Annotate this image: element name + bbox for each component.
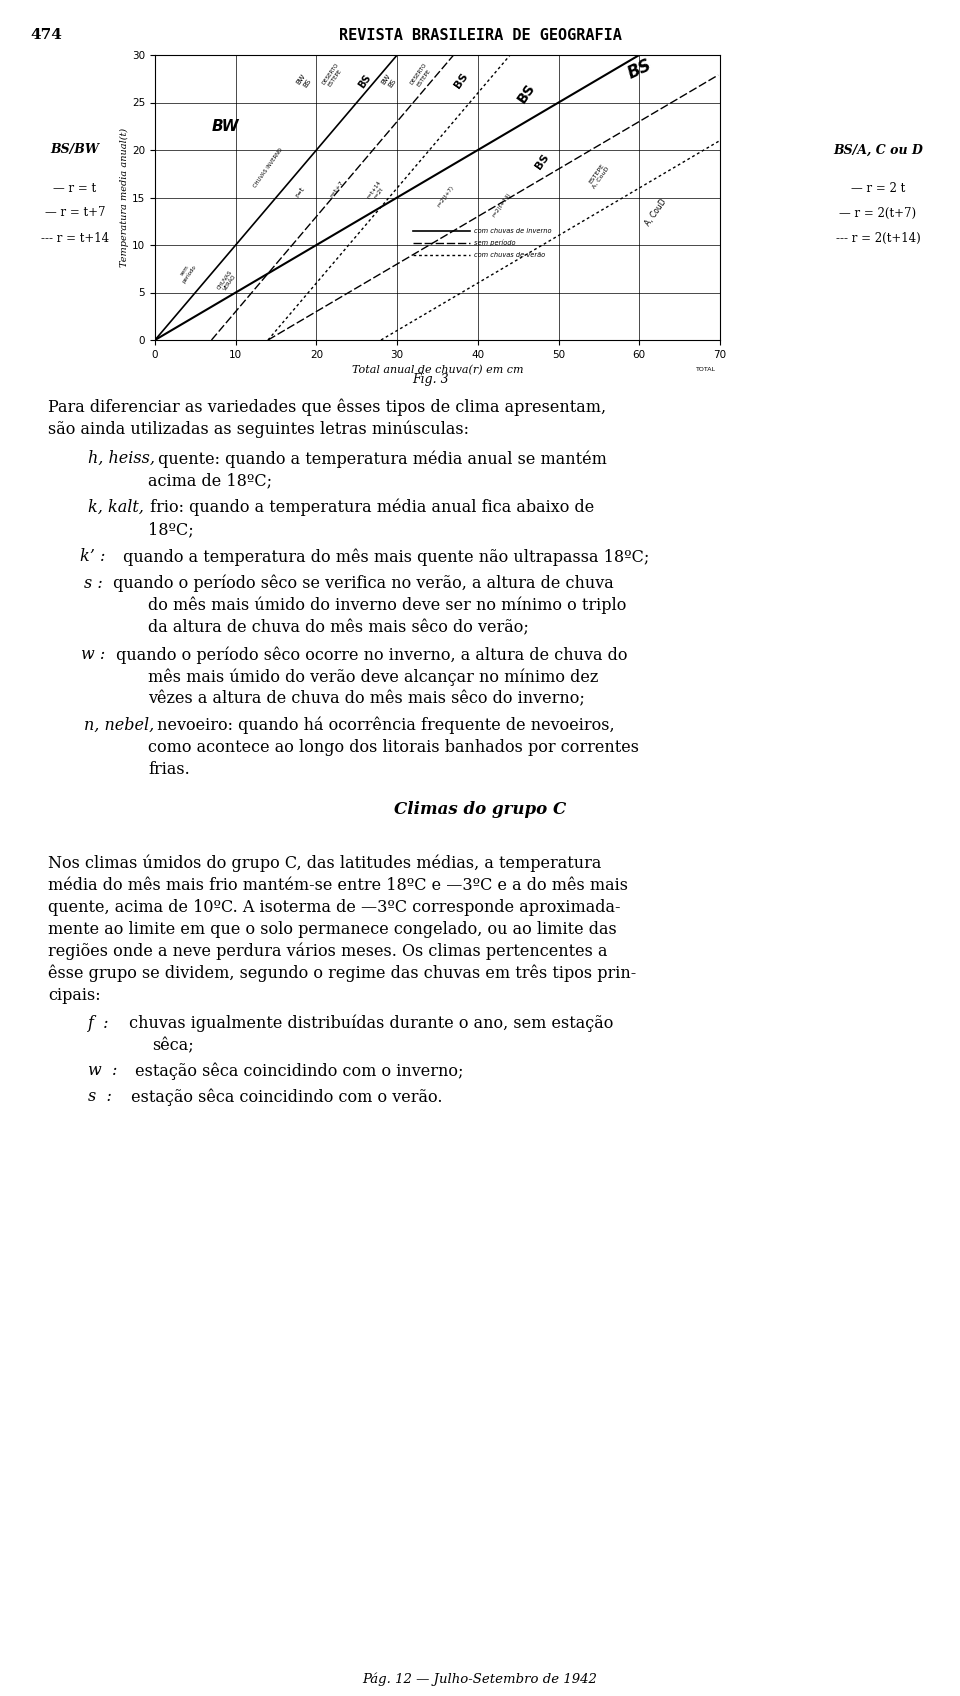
Text: --- r = t+14: --- r = t+14 — [41, 231, 109, 244]
Text: ESTEPE
A, CouD: ESTEPE A, CouD — [588, 163, 611, 188]
Text: CHUVAS
VERÃO: CHUVAS VERÃO — [217, 270, 238, 293]
Text: r=2(t+14): r=2(t+14) — [492, 192, 513, 217]
Text: Fig. 3: Fig. 3 — [412, 373, 448, 387]
Text: BS/A, C ou D: BS/A, C ou D — [833, 144, 923, 156]
Text: quando o período sêco se verifica no verão, a altura de chuva: quando o período sêco se verifica no ver… — [108, 575, 613, 592]
Text: frio: quando a temperatura média anual fica abaixo de: frio: quando a temperatura média anual f… — [145, 499, 594, 517]
Text: BS: BS — [356, 73, 373, 90]
Text: BS: BS — [534, 153, 551, 171]
Text: Climas do grupo C: Climas do grupo C — [394, 801, 566, 817]
Text: CHUVAS INVERNO: CHUVAS INVERNO — [252, 148, 283, 188]
Text: BS: BS — [624, 56, 655, 83]
Text: da altura de chuva do mês mais sêco do verão;: da altura de chuva do mês mais sêco do v… — [148, 619, 529, 636]
Text: r=t: r=t — [295, 185, 306, 198]
Text: r=t+14
r=2t: r=t+14 r=2t — [367, 180, 387, 204]
Text: Pág. 12 — Julho-Setembro de 1942: Pág. 12 — Julho-Setembro de 1942 — [363, 1672, 597, 1686]
Text: nevoeiro: quando há ocorrência frequente de nevoeiros,: nevoeiro: quando há ocorrência frequente… — [152, 717, 614, 734]
Text: Para diferenciar as variedades que êsses tipos de clima apresentam,: Para diferenciar as variedades que êsses… — [48, 399, 606, 416]
Text: BS/BW: BS/BW — [51, 144, 100, 156]
Text: Nos climas úmidos do grupo C, das latitudes médias, a temperatura: Nos climas úmidos do grupo C, das latitu… — [48, 855, 601, 872]
Text: vêzes a altura de chuva do mês mais sêco do inverno;: vêzes a altura de chuva do mês mais sêco… — [148, 690, 585, 707]
Text: êsse grupo se dividem, segundo o regime das chuvas em três tipos prin-: êsse grupo se dividem, segundo o regime … — [48, 965, 636, 982]
Text: --- r = 2(t+14): --- r = 2(t+14) — [835, 231, 921, 244]
Text: w :: w : — [81, 646, 106, 663]
Text: como acontece ao longo dos litorais banhados por correntes: como acontece ao longo dos litorais banh… — [148, 739, 639, 756]
Text: do mês mais úmido do inverno deve ser no mínimo o triplo: do mês mais úmido do inverno deve ser no… — [148, 597, 626, 614]
Text: BS: BS — [453, 71, 470, 90]
Text: s  :: s : — [88, 1089, 112, 1106]
Text: h, heiss,: h, heiss, — [88, 449, 155, 466]
Text: DESERTO
ESTEPE: DESERTO ESTEPE — [321, 63, 345, 90]
Text: quente, acima de 10ºC. A isoterma de —3ºC corresponde aproximada-: quente, acima de 10ºC. A isoterma de —3º… — [48, 899, 620, 916]
Text: BW: BW — [211, 119, 239, 134]
Y-axis label: Temperatura media anual(t): Temperatura media anual(t) — [120, 127, 130, 266]
Text: 474: 474 — [30, 29, 61, 42]
Text: com chuvas de inverno: com chuvas de inverno — [474, 227, 551, 234]
Text: acima de 18ºC;: acima de 18ºC; — [148, 471, 272, 488]
Text: 18ºC;: 18ºC; — [148, 521, 194, 538]
Text: A, CouD: A, CouD — [643, 198, 668, 227]
Text: chuvas igualmente distribuídas durante o ano, sem estação: chuvas igualmente distribuídas durante o… — [124, 1014, 613, 1033]
Text: TOTAL: TOTAL — [696, 366, 716, 371]
Text: quente: quando a temperatura média anual se mantém: quente: quando a temperatura média anual… — [153, 449, 607, 468]
Text: — r = 2(t+7): — r = 2(t+7) — [839, 207, 917, 219]
Text: REVISTA BRASILEIRA DE GEOGRAFIA: REVISTA BRASILEIRA DE GEOGRAFIA — [339, 29, 621, 42]
Text: n, nebel,: n, nebel, — [84, 717, 155, 734]
Text: sem período: sem período — [474, 239, 516, 246]
Text: regiões onde a neve perdura vários meses. Os climas pertencentes a: regiões onde a neve perdura vários meses… — [48, 943, 608, 960]
Text: — r = t+7: — r = t+7 — [45, 207, 106, 219]
Text: cipais:: cipais: — [48, 987, 101, 1004]
Text: média do mês mais frio mantém-se entre 18ºC e —3ºC e a do mês mais: média do mês mais frio mantém-se entre 1… — [48, 877, 628, 894]
Text: BS: BS — [515, 81, 538, 105]
Text: frias.: frias. — [148, 762, 190, 778]
Text: são ainda utilizadas as seguintes letras minúsculas:: são ainda utilizadas as seguintes letras… — [48, 421, 469, 438]
Text: DESERTO
ESTEPE: DESERTO ESTEPE — [410, 63, 433, 90]
Text: — r = 2 t: — r = 2 t — [851, 181, 905, 195]
Text: k’ :: k’ : — [80, 548, 106, 565]
Text: sêca;: sêca; — [152, 1036, 194, 1053]
X-axis label: Total anual de chuva(r) em cm: Total anual de chuva(r) em cm — [351, 365, 523, 375]
Text: w  :: w : — [88, 1062, 117, 1079]
Text: r=t+7: r=t+7 — [329, 180, 345, 198]
Text: — r = t: — r = t — [54, 181, 97, 195]
Text: f  :: f : — [88, 1014, 109, 1031]
Text: s :: s : — [84, 575, 103, 592]
Text: quando a temperatura do mês mais quente não ultrapassa 18ºC;: quando a temperatura do mês mais quente … — [118, 548, 649, 565]
Text: mês mais úmido do verão deve alcançar no mínimo dez: mês mais úmido do verão deve alcançar no… — [148, 668, 598, 685]
Text: BW
BS: BW BS — [296, 73, 313, 90]
Text: estação sêca coincidindo com o inverno;: estação sêca coincidindo com o inverno; — [130, 1062, 464, 1079]
Text: BW
BS: BW BS — [380, 73, 397, 90]
Text: r=2(t+7): r=2(t+7) — [437, 185, 455, 209]
Text: mente ao limite em que o solo permanece congelado, ou ao limite das: mente ao limite em que o solo permanece … — [48, 921, 616, 938]
Text: k, kalt,: k, kalt, — [88, 499, 144, 516]
Text: estação sêca coincidindo com o verão.: estação sêca coincidindo com o verão. — [126, 1089, 443, 1106]
Text: sem
período: sem período — [177, 261, 198, 283]
Text: com chuvas de verão: com chuvas de verão — [474, 253, 545, 258]
Text: quando o período sêco ocorre no inverno, a altura de chuva do: quando o período sêco ocorre no inverno,… — [111, 646, 628, 663]
